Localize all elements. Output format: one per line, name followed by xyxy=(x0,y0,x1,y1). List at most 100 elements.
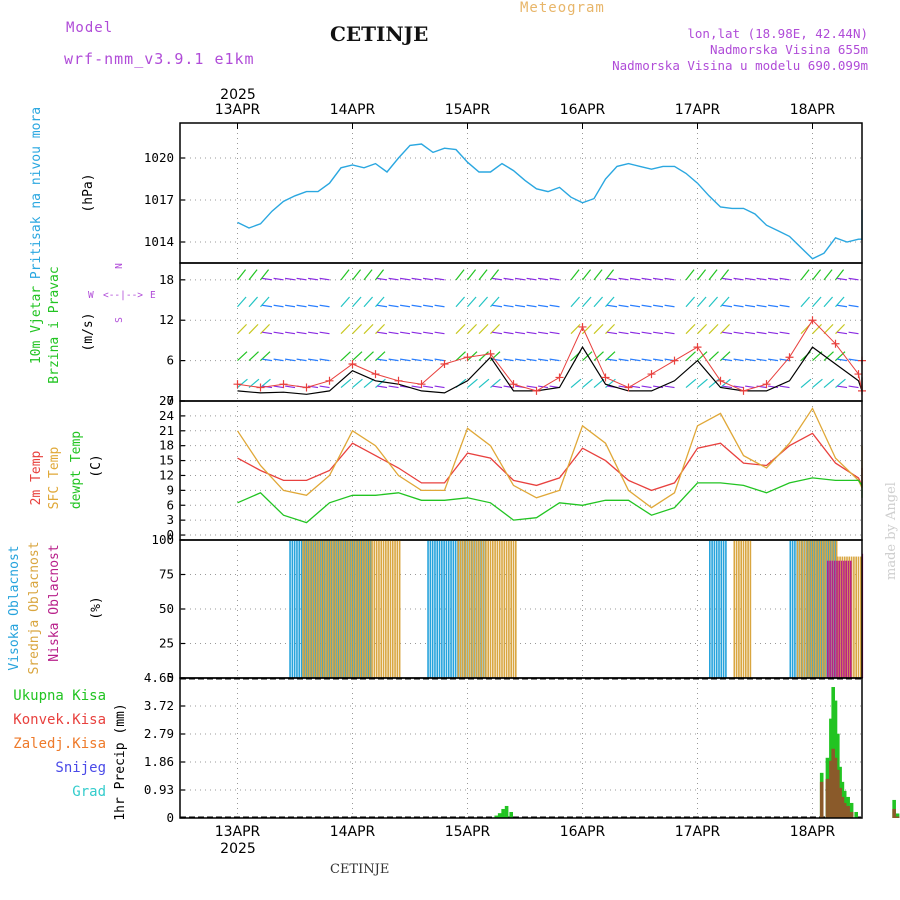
top-xtick-label: 15APR xyxy=(445,102,491,118)
wind-arrow xyxy=(653,385,664,389)
cloud-bar xyxy=(853,556,855,678)
wind-arrow xyxy=(837,385,848,389)
compass-east-label: E xyxy=(150,290,156,301)
bottom-xtick-label: 16APR xyxy=(560,824,606,840)
precip-legend-label: Grad xyxy=(72,784,106,800)
wind-gust-marker xyxy=(624,383,633,392)
wind-arrow xyxy=(607,277,618,281)
cloud-bar xyxy=(857,556,860,678)
cloud-bar xyxy=(350,540,353,678)
wind-arrow xyxy=(273,358,284,362)
wind-arrow xyxy=(262,331,273,335)
cloud-ylabel-mid: Srednja Oblacnost xyxy=(27,541,42,674)
cloud-bar xyxy=(380,540,383,678)
cloud-bar xyxy=(339,540,341,678)
wind-gust-marker xyxy=(647,370,656,379)
cloud-bar xyxy=(855,556,857,678)
altitude-label: Nadmorska Visina 655m xyxy=(709,42,868,57)
cloud-bar xyxy=(328,540,330,678)
cloud-bar xyxy=(332,540,334,678)
cloud-bar xyxy=(808,540,810,678)
wind-arrow xyxy=(526,331,537,335)
wind-gust-marker xyxy=(486,349,495,358)
wind-arrow xyxy=(733,331,744,335)
precip-frame xyxy=(179,677,863,819)
wind-gust-marker xyxy=(417,380,426,389)
wind-arrow xyxy=(812,378,823,388)
wind-arrow xyxy=(308,304,319,308)
wind-arrow xyxy=(400,277,411,281)
wind-arrow xyxy=(697,323,707,335)
precip-total-bar xyxy=(895,813,900,818)
cloud-bar xyxy=(343,540,346,678)
wind-arrow xyxy=(478,323,489,335)
cloud-bar xyxy=(302,540,304,678)
wind-arrow xyxy=(768,277,779,281)
top-xtick-label: 14APR xyxy=(330,102,376,118)
cloud-bar xyxy=(715,540,718,678)
wind-arrow xyxy=(697,351,708,362)
cloud-bar xyxy=(387,540,389,678)
temperature-series-line-2 xyxy=(237,477,863,524)
wind-arrow xyxy=(375,323,385,335)
cloud-unit-label: (%) xyxy=(89,596,104,619)
cloud-bar xyxy=(459,540,462,678)
cloud-bar xyxy=(503,540,506,678)
clouds-ytick-label: 25 xyxy=(159,636,174,651)
precip-convective-bar xyxy=(819,781,824,818)
wind-arrow xyxy=(262,358,273,362)
wind-arrow xyxy=(411,277,422,281)
cloud-bar xyxy=(812,540,815,678)
cloud-bar xyxy=(385,540,387,678)
temp-unit-label: (C) xyxy=(89,454,104,477)
cloud-bar xyxy=(799,540,801,678)
precip-unit-label: 1hr Precip (mm) xyxy=(113,703,128,820)
cloud-bar xyxy=(351,540,353,678)
temperature-series-line-0 xyxy=(237,432,863,492)
cloud-bar xyxy=(471,540,473,678)
cloud-bar xyxy=(485,540,487,678)
cloud-bar xyxy=(718,540,720,678)
cloud-bar xyxy=(466,540,469,678)
cloud-bar xyxy=(429,540,432,678)
cloud-bar xyxy=(368,540,371,678)
wind-arrow xyxy=(273,304,284,308)
cloud-bar xyxy=(431,540,434,678)
cloud-bar xyxy=(496,540,499,678)
wind-gust-marker xyxy=(532,386,541,395)
wind-gust-marker xyxy=(555,373,564,382)
cloud-bar xyxy=(300,540,303,678)
wind-arrow xyxy=(641,385,652,389)
wind-arrow xyxy=(455,269,465,281)
cloud-bar xyxy=(733,540,736,678)
temperature-ytick-label: 18 xyxy=(159,438,174,453)
cloud-bar xyxy=(482,540,485,678)
cloud-bar xyxy=(833,560,836,678)
cloud-bar xyxy=(735,540,738,678)
wind-arrow xyxy=(685,269,695,281)
cloud-bar xyxy=(434,540,436,678)
wind-arrow xyxy=(800,378,812,388)
wind-arrow xyxy=(756,331,767,335)
wind-arrow xyxy=(605,351,616,362)
wind-gust-marker xyxy=(348,359,357,368)
temp-ylabel-2m: 2m Temp xyxy=(29,450,44,505)
wind-arrow xyxy=(582,351,593,362)
wind-arrow xyxy=(733,358,744,362)
model-name: wrf-nmm_v3.9.1 e1km xyxy=(64,50,255,68)
wind-arrow xyxy=(260,269,270,281)
cloud-bar xyxy=(840,560,843,678)
cloud-bar xyxy=(803,540,806,678)
cloud-bar xyxy=(373,540,376,678)
wind-arrow xyxy=(377,331,388,335)
temperature-ytick-label: 24 xyxy=(159,408,174,423)
wind-arrow xyxy=(503,385,514,389)
cloud-bar xyxy=(462,540,464,678)
cloud-bar xyxy=(357,540,360,678)
wind-arrow xyxy=(607,304,618,308)
cloud-bar xyxy=(329,540,332,678)
precip-total-bar xyxy=(849,802,854,818)
cloud-bar xyxy=(450,540,452,678)
cloud-bar xyxy=(473,540,476,678)
